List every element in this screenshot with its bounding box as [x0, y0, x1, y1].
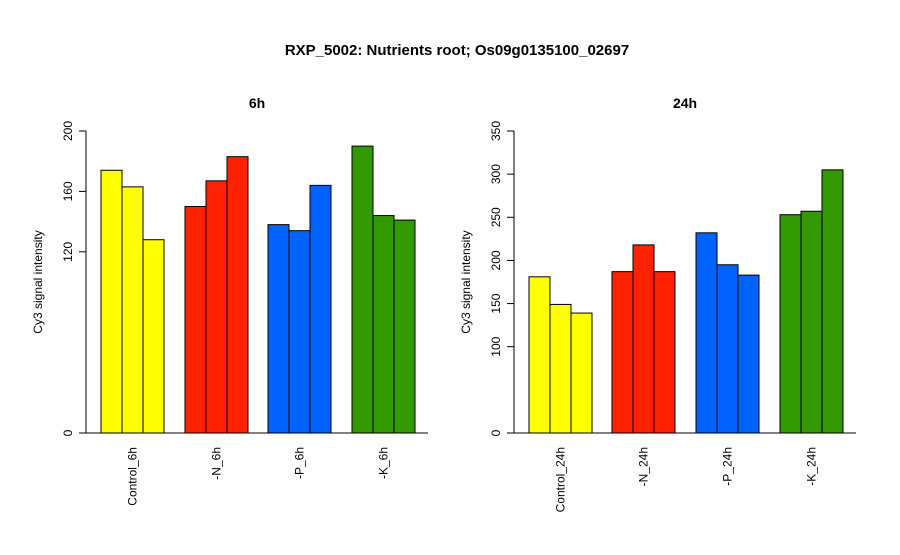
bar [570, 312, 593, 434]
bar [121, 186, 144, 434]
bar [653, 271, 676, 434]
bar [632, 244, 655, 434]
bar [309, 184, 332, 434]
bar [267, 224, 290, 434]
bar [611, 271, 634, 434]
y-tick-label: 200 [61, 121, 75, 141]
bar [779, 214, 802, 434]
bar [716, 264, 739, 434]
x-tick-label: -N_6h [210, 447, 224, 480]
bar [821, 169, 844, 434]
x-tick-label: -K_24h [805, 447, 819, 486]
y-axis-label: Cy3 signal intensity [459, 230, 473, 333]
x-tick-label: -K_6h [377, 447, 391, 479]
bar [226, 156, 249, 434]
y-tick-label: 200 [489, 250, 503, 270]
bar [100, 169, 123, 434]
panel-title: 6h [249, 95, 265, 111]
bar [184, 206, 207, 434]
chart-panel-6h: 6h Cy3 signal intensity 0 120 160 200 Control_… [31, 95, 428, 506]
figure-title: RXP_5002: Nutrients root; Os09g0135100_0… [285, 42, 629, 59]
bar [549, 303, 572, 434]
y-tick-label: 300 [489, 164, 503, 184]
y-tick-label: 150 [489, 293, 503, 313]
y-tick-label: 100 [489, 336, 503, 356]
y-tick-label: 350 [489, 121, 503, 141]
bar [737, 274, 760, 434]
bar [351, 145, 374, 434]
bar [205, 180, 228, 434]
x-tick-label: -N_24h [637, 447, 651, 486]
y-tick-label: 250 [489, 207, 503, 227]
x-tick-label: Control_24h [554, 447, 568, 512]
bar [528, 276, 551, 434]
y-tick-label: 120 [61, 241, 75, 261]
panel-title: 24h [673, 95, 697, 111]
bar [695, 232, 718, 434]
x-tick-label: Control_6h [126, 447, 140, 506]
y-tick-label: 160 [61, 181, 75, 201]
y-axis-label: Cy3 signal intensity [31, 230, 45, 333]
y-tick-label: 0 [489, 429, 503, 436]
bar [372, 215, 395, 434]
y-tick-label: 0 [61, 429, 75, 436]
bar [800, 210, 823, 434]
bar [142, 239, 165, 434]
bar [393, 219, 416, 434]
x-tick-label: -P_6h [293, 447, 307, 479]
bar [288, 230, 311, 434]
chart-panel-24h: 24h Cy3 signal intensity 0 100 150 200 250 300 3… [459, 95, 856, 512]
x-tick-label: -P_24h [721, 447, 735, 486]
